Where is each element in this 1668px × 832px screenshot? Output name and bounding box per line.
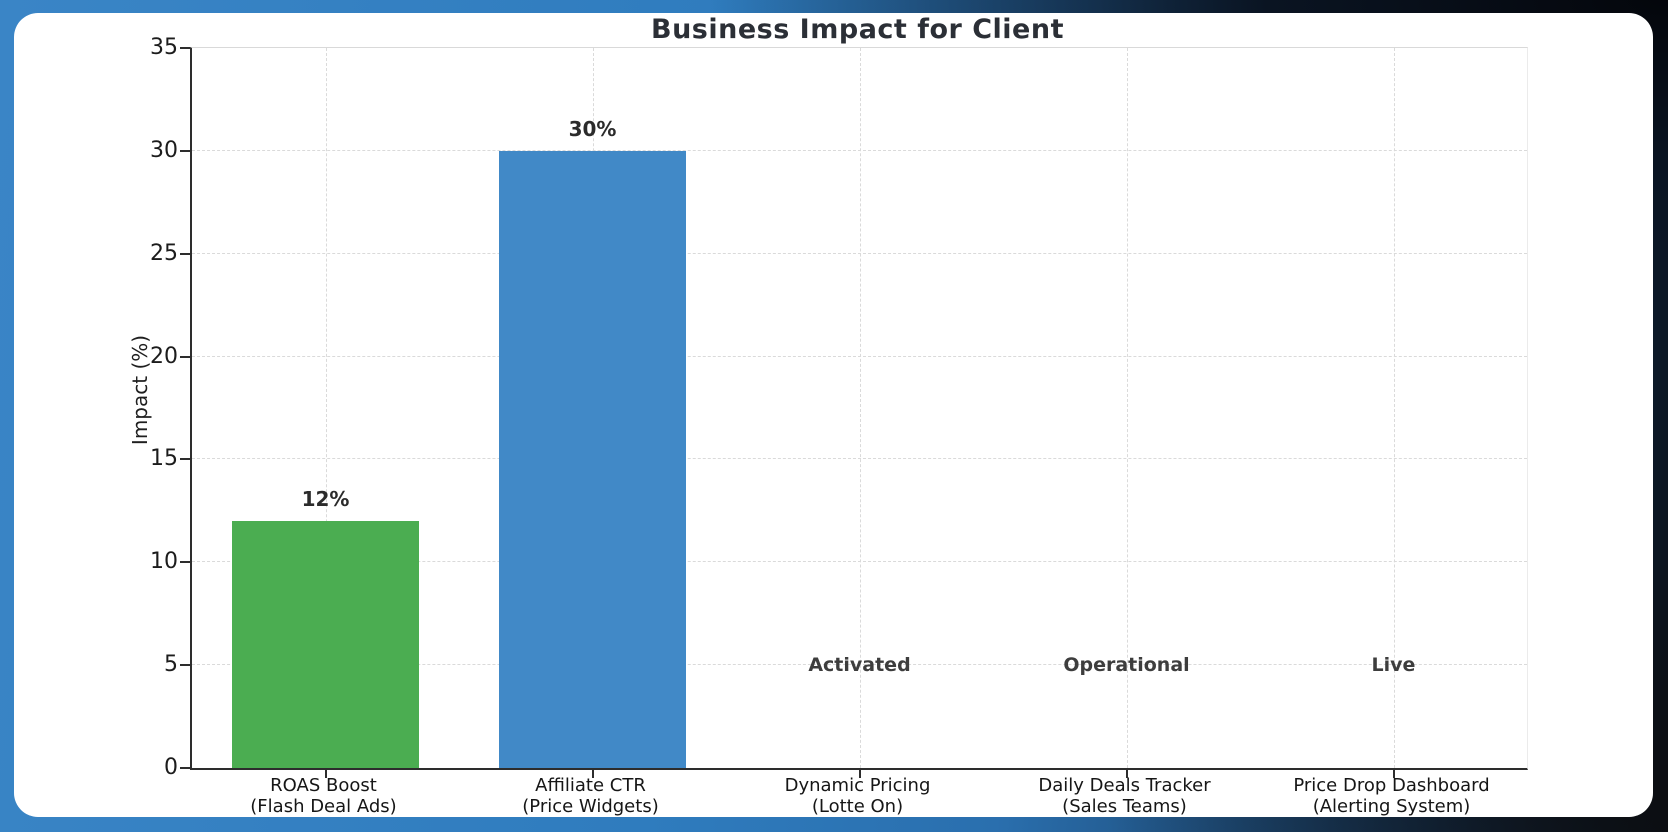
y-tick-label: 25 (150, 240, 178, 266)
x-tick-label-line: ROAS Boost (270, 775, 377, 796)
bar-value-label: 12% (301, 487, 350, 512)
y-tick-mark (180, 47, 190, 49)
x-tick-label: Daily Deals Tracker (Sales Teams) (1038, 775, 1210, 817)
y-tick-mark (180, 664, 190, 667)
x-tick-label-line: Dynamic Pricing (784, 775, 931, 796)
x-axis-tick-labels: ROAS Boost (Flash Deal Ads) Affiliate CTR(… (190, 775, 1525, 817)
status-annotation: Live (1371, 654, 1416, 677)
bar (232, 521, 419, 768)
x-tick-label-line: Daily Deals Tracker (1038, 775, 1211, 796)
gridline-vertical (859, 48, 861, 768)
x-tick-label: Price Drop Dashboard (Alerting System) (1293, 775, 1489, 817)
y-tick-mark (180, 458, 190, 461)
x-tick-mark (1125, 770, 1128, 778)
y-tick-mark (180, 252, 190, 255)
y-tick-mark (180, 355, 190, 358)
x-tick-label: ROAS Boost (Flash Deal Ads) (250, 775, 396, 817)
x-tick-label-line: (Price Widgets) (522, 796, 659, 818)
y-axis-tick-labels: 0 5 10 15 20 25 30 35 (92, 37, 178, 779)
x-tick-mark (858, 770, 861, 778)
y-tick-label: 10 (150, 549, 178, 575)
y-tick-label: 35 (150, 35, 178, 60)
x-tick-mark (1392, 770, 1395, 778)
y-tick-label: 30 (150, 137, 178, 163)
x-tick-mark (591, 770, 594, 778)
y-tick-mark (180, 561, 190, 564)
x-tick-label: Dynamic Pricing (Lotte On) (785, 775, 931, 817)
x-tick-label-line: (Flash Deal Ads) (250, 796, 397, 818)
status-annotation: Operational (1063, 654, 1190, 677)
status-annotation: Activated (808, 654, 911, 677)
y-tick-label: 5 (164, 652, 178, 678)
x-tick-label: Affiliate CTR (Price Widgets) (522, 775, 658, 817)
x-tick-mark (324, 770, 327, 778)
x-tick-label-line: (Lotte On) (811, 796, 904, 818)
gridline-vertical (325, 48, 327, 768)
y-tick-label: 15 (150, 446, 178, 472)
frame-bottom-strip (0, 825, 1668, 832)
y-tick-label: 20 (150, 343, 178, 369)
plot-area: 12% 30% Activated Operational Live (180, 47, 1528, 778)
chart-title: Business Impact for Client (650, 14, 1065, 45)
y-tick-mark (180, 149, 190, 152)
gridline-vertical (1393, 48, 1395, 768)
x-tick-label-line: Price Drop Dashboard (1293, 775, 1490, 796)
bar (499, 150, 686, 768)
bar-value-label: 30% (568, 116, 617, 141)
y-tick-label: 0 (164, 755, 178, 780)
gridline-vertical (1126, 48, 1128, 768)
x-tick-label-line: (Sales Teams) (1062, 796, 1187, 818)
x-tick-label-line: Affiliate CTR (535, 775, 646, 796)
y-tick-mark (180, 767, 190, 769)
x-tick-label-line: (Alerting System) (1312, 796, 1471, 818)
